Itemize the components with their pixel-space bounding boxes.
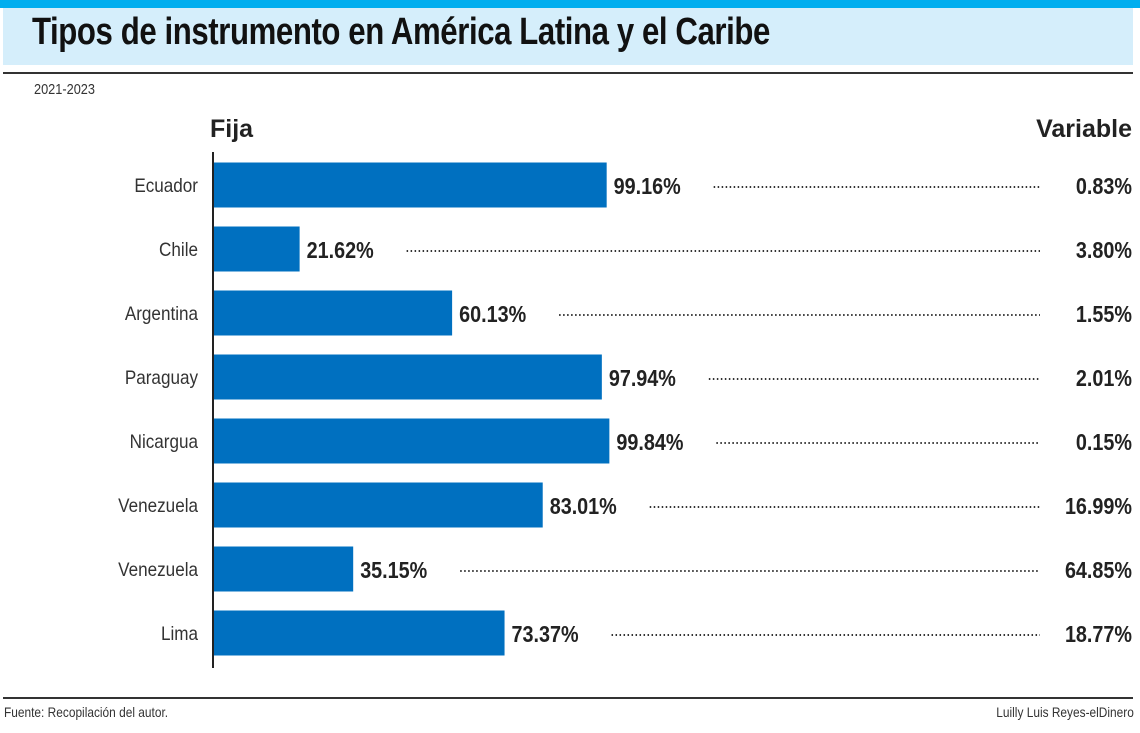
variable-header: Variable: [1036, 115, 1132, 143]
header-rule: [3, 72, 1133, 74]
bar-fija: [214, 354, 602, 400]
bar-fija: [214, 162, 607, 208]
category-label: Chile: [159, 239, 198, 260]
bar-fija: [214, 418, 610, 464]
source-note: Fuente: Recopilación del autor.: [4, 704, 169, 720]
category-label: Argentina: [125, 303, 199, 324]
fija-value-label: 99.16%: [614, 174, 681, 200]
bar-fija: [214, 546, 354, 592]
chart-title: Tipos de instrumento en América Latina y…: [32, 11, 770, 53]
category-label: Ecuador: [134, 175, 198, 196]
top-accent-bar: [0, 0, 1140, 8]
category-label: Venezuela: [118, 495, 199, 516]
bar-fija: [214, 610, 505, 656]
variable-value-label: 18.77%: [1065, 622, 1132, 648]
fija-value-label: 73.37%: [512, 622, 579, 648]
category-label: Lima: [161, 623, 199, 644]
category-label: Nicargua: [130, 431, 199, 452]
bar-fija: [214, 482, 543, 528]
title-banner: [3, 8, 1133, 65]
variable-value-label: 3.80%: [1076, 238, 1132, 264]
fija-value-label: 99.84%: [616, 430, 683, 456]
fija-value-label: 83.01%: [550, 494, 617, 520]
fija-value-label: 60.13%: [459, 302, 526, 328]
fija-value-label: 35.15%: [360, 558, 427, 584]
variable-value-label: 2.01%: [1076, 366, 1132, 392]
variable-value-label: 64.85%: [1065, 558, 1132, 584]
fija-value-label: 97.94%: [609, 366, 676, 392]
bar-fija: [214, 226, 300, 272]
period-label: 2021-2023: [34, 81, 95, 98]
category-label: Paraguay: [125, 367, 198, 388]
variable-value-label: 0.83%: [1076, 174, 1132, 200]
fija-value-label: 21.62%: [307, 238, 374, 264]
bar-fija: [214, 290, 453, 336]
variable-value-label: 0.15%: [1076, 430, 1132, 456]
footer-rule: [3, 697, 1133, 699]
category-label: Venezuela: [118, 559, 199, 580]
variable-value-label: 16.99%: [1065, 494, 1132, 520]
variable-value-label: 1.55%: [1076, 302, 1132, 328]
fija-header: Fija: [210, 115, 254, 143]
credit-note: Luilly Luis Reyes-elDinero: [996, 704, 1134, 720]
